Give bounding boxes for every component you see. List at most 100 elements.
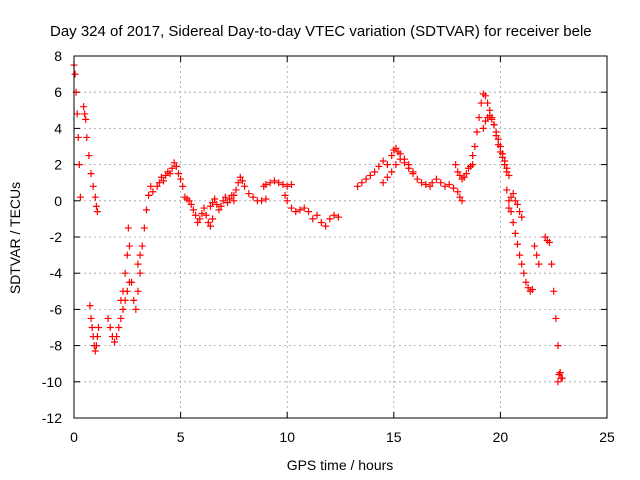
data-point [501,157,509,165]
data-point [545,238,553,246]
data-point [503,164,511,172]
data-point [460,173,468,181]
data-point [322,222,330,230]
data-point [168,164,176,172]
data-point [505,197,513,205]
data-point [445,181,453,189]
data-point [456,193,464,201]
y-tick-label: -4 [50,265,63,281]
data-point [262,195,270,203]
data-point [552,314,560,322]
data-point [287,204,295,212]
data-point [388,168,396,176]
data-point [454,188,462,196]
data-point [518,260,526,268]
series-sat-v [541,233,566,382]
data-point [371,168,379,176]
data-point [215,206,223,214]
data-point [392,161,400,169]
data-point [125,242,133,250]
y-tick-label: -12 [42,410,62,426]
data-point [292,208,300,216]
data-point [541,233,549,241]
data-point [238,177,246,185]
data-point [481,117,489,125]
y-tick-label: -2 [50,229,63,245]
data-point [194,219,202,227]
data-point [213,200,221,208]
data-point [80,103,88,111]
data-points [70,61,566,386]
data-point [524,284,532,292]
data-point [81,110,89,118]
data-point [124,224,132,232]
data-point [136,251,144,259]
data-point [106,324,114,331]
series-sat-k [260,177,295,190]
data-point [196,215,204,223]
data-point [313,211,321,219]
data-point [86,302,94,310]
data-point [422,181,430,189]
x-tick-label: 25 [599,429,615,445]
data-point [117,314,125,322]
data-point [494,135,502,143]
data-point [179,182,187,190]
data-point [511,197,519,205]
data-point [234,179,242,187]
data-point [266,179,274,187]
series-sat-e [117,224,144,313]
data-point [87,314,95,322]
series-sat-j [230,173,270,205]
data-point [153,182,161,190]
data-point [499,150,507,158]
data-point [300,204,308,212]
data-point [249,193,257,201]
data-point [522,278,530,286]
x-tick-label: 20 [493,429,509,445]
data-point [418,179,426,187]
data-point [74,133,82,141]
data-point [469,152,477,160]
y-tick-label: 6 [54,84,62,100]
data-point [221,193,229,201]
series-sat-n [379,155,434,190]
data-point [87,170,95,178]
data-point [400,159,408,167]
data-point [204,219,212,227]
data-point [375,162,383,170]
data-point [388,152,396,160]
data-point [507,208,515,216]
data-point [518,213,526,221]
data-point [533,251,541,259]
data-point [383,161,391,169]
data-point [71,70,79,78]
chart-title: Day 324 of 2017, Sidereal Day-to-day VTE… [50,23,592,40]
data-point [509,219,517,227]
grid-lines [74,56,607,418]
data-point [219,197,227,205]
data-point [185,197,193,205]
series-sat-h [181,193,217,230]
data-point [281,191,289,199]
data-point [93,208,101,216]
data-point [198,209,206,217]
data-point [119,305,127,313]
data-point [362,175,370,183]
data-point [458,197,466,205]
data-point [245,190,253,198]
data-point [241,182,249,190]
x-axis-label: GPS time / hours [287,457,394,473]
data-point [490,121,498,129]
data-point [432,175,440,183]
data-point [92,202,100,210]
data-point [557,374,565,382]
series-sat-p [452,161,477,183]
data-point [441,182,449,190]
y-tick-label: -10 [42,374,62,390]
data-point [531,242,539,250]
data-point [134,287,142,295]
data-point [379,157,387,165]
data-point [475,114,483,122]
